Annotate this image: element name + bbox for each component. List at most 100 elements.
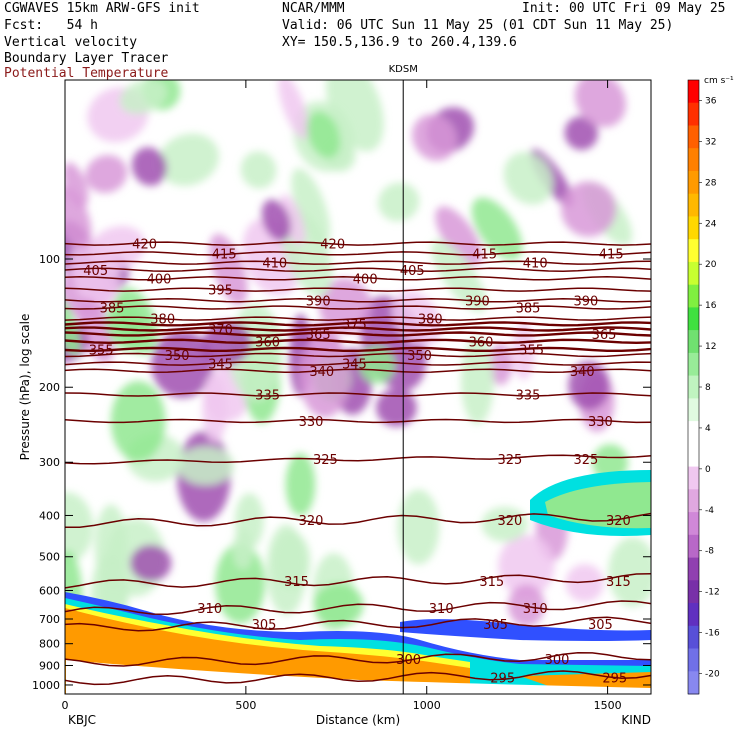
theta-contour-305 — [65, 616, 651, 632]
theta-label: 320 — [497, 514, 522, 529]
theta-label: 305 — [588, 618, 613, 633]
theta-contour-400 — [65, 276, 651, 281]
x-tick-label: 0 — [62, 699, 69, 712]
color-bar-swatch — [688, 330, 699, 354]
velocity-blob — [157, 133, 219, 186]
theta-label: 305 — [252, 618, 277, 633]
model-title: CGWAVES 15km ARW-GFS init — [4, 1, 200, 16]
x-tick-label: 1000 — [413, 699, 441, 712]
color-bar-swatch — [688, 398, 699, 422]
color-bar-label: -8 — [705, 547, 714, 557]
velocity-blob — [503, 152, 554, 205]
color-bar-swatch — [688, 512, 699, 536]
y-tick-label: 800 — [39, 638, 60, 651]
y-tick-label: 1000 — [32, 679, 60, 692]
theta-contour-360 — [65, 338, 651, 345]
theta-label: 310 — [523, 602, 548, 617]
theta-label: 315 — [606, 575, 631, 590]
velocity-blob — [261, 199, 291, 242]
color-bar-label: 12 — [705, 342, 716, 352]
theta-label: 335 — [255, 389, 280, 404]
theta-label: 420 — [320, 238, 345, 253]
theta-label: 385 — [100, 302, 125, 317]
color-bar-swatch — [688, 307, 699, 331]
theta-contour-395 — [65, 287, 651, 292]
theta-contour-420 — [65, 241, 651, 246]
color-bar-label: 4 — [705, 424, 711, 434]
cross-section-endpoints: XY= 150.5,136.9 to 260.4,139.6 — [282, 35, 517, 50]
color-bar-label: -16 — [705, 629, 720, 639]
theta-contour-labels: 420 420 415 415 415 410 410 405 405 400 400 395 390 3… — [83, 238, 631, 687]
velocity-blob — [608, 537, 651, 607]
theta-label: 390 — [573, 294, 598, 309]
theta-contour-380 — [65, 316, 651, 321]
color-bar-label: 8 — [705, 383, 711, 393]
theta-contour-355 — [65, 346, 651, 353]
velocity-blob — [234, 493, 264, 549]
theta-label: 295 — [490, 671, 515, 686]
init-time: Init: 00 UTC Fri 09 May 25 — [522, 1, 726, 16]
velocity-blob — [574, 80, 626, 128]
color-bar-label: -12 — [705, 588, 720, 598]
color-bar-swatch — [688, 603, 699, 627]
y-tick-label: 200 — [39, 381, 60, 394]
velocity-blob — [215, 543, 266, 624]
theta-label: 380 — [150, 313, 175, 328]
theta-label: 355 — [89, 343, 114, 358]
y-tick-label: 500 — [39, 551, 60, 564]
color-bar-label: 28 — [705, 178, 717, 188]
color-bar-swatch — [688, 148, 699, 172]
velocity-blob — [119, 80, 167, 115]
velocity-blob — [561, 181, 617, 237]
velocity-blob — [291, 168, 331, 246]
y-axis-title: Pressure (hPa), log scale — [18, 314, 32, 461]
velocity-blob — [131, 147, 167, 186]
kdsm-label: KDSM — [389, 64, 418, 75]
theta-contour-365 — [65, 331, 651, 337]
field-potential-temperature: Potential Temperature — [4, 66, 169, 81]
theta-label: 340 — [570, 365, 595, 380]
velocity-blob — [105, 300, 146, 351]
color-bar-swatch — [688, 443, 699, 468]
theta-label: 415 — [472, 247, 497, 262]
velocity-blob — [565, 564, 604, 602]
velocity-blob — [279, 194, 306, 246]
velocity-blob — [278, 80, 309, 140]
velocity-blob — [512, 322, 535, 380]
velocity-blob — [378, 182, 420, 222]
velocity-blob — [177, 446, 235, 485]
color-bar-swatch — [688, 80, 699, 104]
theta-label: 370 — [208, 323, 233, 338]
color-bar-swatch — [688, 466, 699, 490]
theta-label: 405 — [83, 264, 108, 279]
y-axis: 100 200 300 400 500 600 700 800 900 1000 — [32, 253, 651, 692]
theta-label: 320 — [299, 514, 324, 529]
velocity-blob — [285, 453, 316, 516]
velocity-blob — [85, 154, 128, 194]
x-axis: 0 500 1000 1500 — [62, 80, 622, 712]
velocity-blob — [88, 225, 146, 272]
theta-label: 300 — [545, 653, 570, 668]
color-bar-swatch — [688, 216, 699, 240]
theta-label: 365 — [592, 328, 617, 343]
velocity-blob — [564, 116, 599, 151]
theta-contour-375 — [65, 321, 651, 327]
color-bar-swatch — [688, 171, 699, 195]
velocity-blob — [397, 489, 440, 565]
color-bar-label: 16 — [705, 301, 717, 311]
theta-label: 400 — [353, 272, 378, 287]
color-bar-label: 24 — [705, 219, 717, 229]
theta-label: 415 — [599, 247, 624, 262]
theta-label: 350 — [407, 349, 432, 364]
theta-label: 330 — [299, 415, 324, 430]
theta-label: 300 — [396, 653, 421, 668]
x-axis-title: Distance (km) — [316, 713, 400, 727]
y-tick-label: 600 — [39, 584, 60, 597]
theta-contour-330 — [65, 418, 651, 424]
velocity-blob — [498, 534, 555, 597]
org-label: NCAR/MMM — [282, 1, 345, 16]
velocity-blob — [209, 233, 248, 305]
color-bar-swatch — [688, 102, 699, 126]
color-bar-label: -4 — [705, 506, 714, 516]
velocity-blob — [299, 333, 351, 418]
